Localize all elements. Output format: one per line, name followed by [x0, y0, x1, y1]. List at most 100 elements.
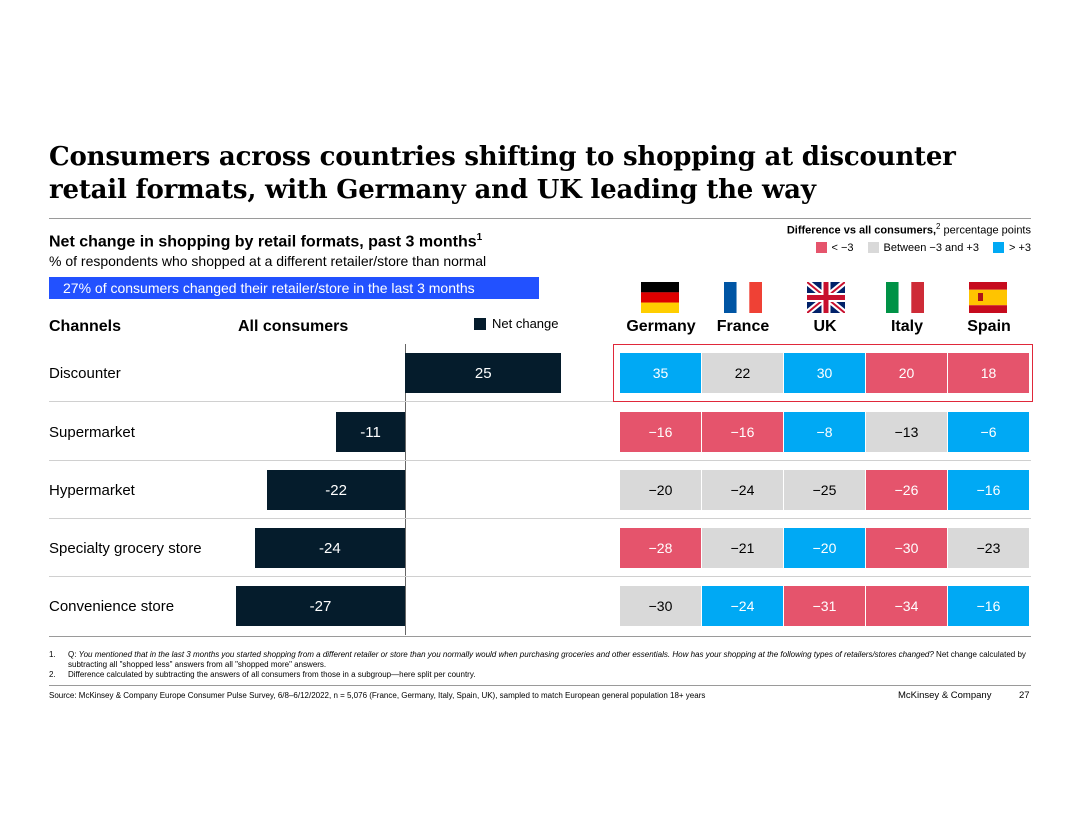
country-cell-spain: −16 [948, 470, 1029, 510]
spain-flag-icon [969, 282, 1007, 313]
country-cell-value: −34 [894, 598, 919, 614]
page-number: 27 [1019, 690, 1030, 701]
channel-label: Convenience store [49, 598, 175, 615]
country-cell-value: −30 [648, 598, 673, 614]
page-title: Consumers across countries shifting to s… [49, 141, 1049, 207]
germany-flag-icon [641, 282, 679, 313]
channel-label: Discounter [49, 365, 121, 382]
legend-label-1: Between −3 and +3 [883, 241, 979, 254]
net-change-value-label: -24 [319, 539, 341, 557]
zero-axis [405, 344, 406, 635]
country-cell-italy: −13 [866, 412, 947, 452]
country-cell-spain: −23 [948, 528, 1029, 568]
footnote-text: Difference calculated by subtracting the… [68, 670, 1031, 680]
all-consumers-header: All consumers [238, 318, 349, 335]
title-line-1: Consumers across countries shifting to s… [49, 142, 956, 172]
country-cell-value: −31 [812, 598, 837, 614]
country-cell-italy: −34 [866, 586, 947, 626]
net-change-bar: -27 [236, 586, 405, 626]
country-cell-spain: −16 [948, 586, 1029, 626]
footnote-number: 2. [49, 670, 56, 679]
row-separator [49, 576, 1031, 577]
country-cell-france: −24 [702, 470, 783, 510]
row-separator [49, 401, 1031, 402]
legend-item-1: Between −3 and +3 [867, 241, 979, 254]
legend-swatch-0 [815, 242, 827, 254]
country-header-france: France [716, 318, 770, 335]
legend-title-bold: Difference vs all consumers, [786, 224, 937, 237]
country-cell-germany: −28 [620, 528, 701, 568]
country-cell-value: −26 [894, 482, 919, 498]
net-change-value-label: -22 [325, 481, 347, 499]
legend-label-0: < −3 [831, 241, 854, 254]
legend-title-rest: percentage points [940, 224, 1031, 237]
channels-header: Channels [49, 318, 122, 335]
brand-name: McKinsey & Company [898, 690, 992, 701]
country-cell-value: −16 [976, 598, 1001, 614]
country-cell-spain: 18 [948, 353, 1029, 393]
chart-subtitle: Net change in shopping by retail formats… [49, 232, 482, 251]
uk-flag-icon [807, 282, 845, 313]
legend-footnote-mark: 2 [936, 222, 941, 231]
footnote-number: 1. [49, 650, 56, 659]
country-cell-uk: 30 [784, 353, 865, 393]
country-header-uk: UK [813, 318, 837, 335]
country-cell-value: −20 [648, 482, 673, 498]
footnote-1: 1. Q: You mentioned that in the last 3 mo… [49, 650, 1031, 670]
country-cell-value: −24 [730, 598, 755, 614]
country-cell-value: −8 [816, 424, 833, 440]
footnote-text: Q: You mentioned that in the last 3 mont… [68, 650, 1031, 670]
legend-label-2: > +3 [1008, 241, 1031, 254]
country-cell-value: −23 [976, 540, 1001, 556]
country-cell-spain: −6 [948, 412, 1029, 452]
country-header-italy: Italy [890, 318, 923, 335]
chart-subtitle-text: Net change in shopping by retail formats… [49, 233, 477, 251]
country-cell-value: 35 [652, 365, 669, 381]
legend-title: Difference vs all consumers,2 percentage… [781, 222, 1031, 237]
channel-label: Specialty grocery store [49, 540, 202, 557]
footnote-rest: Net change calculated by subtracting all… [68, 650, 1026, 669]
legend-swatch-1 [867, 242, 879, 254]
country-cell-value: −6 [980, 424, 997, 440]
country-cell-value: 22 [734, 365, 751, 381]
unit-label: % of respondents who shopped at a differ… [49, 253, 487, 269]
source-note: Source: McKinsey & Company Europe Consum… [49, 691, 706, 700]
net-change-value-label: -27 [309, 597, 332, 615]
net-change-value-label: -11 [360, 423, 381, 441]
country-cell-france: −24 [702, 586, 783, 626]
channel-label: Supermarket [49, 424, 135, 441]
footnote-q-label: Q: [68, 650, 79, 659]
country-cell-italy: −30 [866, 528, 947, 568]
country-cell-italy: −26 [866, 470, 947, 510]
country-cell-uk: −25 [784, 470, 865, 510]
country-cell-value: −16 [648, 424, 673, 440]
footnotes: 1. Q: You mentioned that in the last 3 mo… [49, 650, 1031, 680]
country-cell-value: −24 [730, 482, 755, 498]
country-cell-france: −21 [702, 528, 783, 568]
difference-legend: Difference vs all consumers,2 percentage… [781, 222, 1031, 254]
title-line-2: retail formats, with Germany and UK lead… [49, 175, 816, 205]
country-cell-value: −21 [730, 540, 755, 556]
country-cell-value: −28 [648, 540, 673, 556]
legend-swatch-2 [992, 242, 1004, 254]
net-change-bar: 25 [405, 353, 562, 393]
country-cell-value: −16 [730, 424, 755, 440]
country-cell-value: 20 [898, 365, 915, 381]
country-cell-value: −13 [894, 424, 919, 440]
country-cell-value: 30 [816, 365, 833, 381]
highlight-banner: 27% of consumers changed their retailer/… [49, 277, 539, 299]
country-cell-uk: −31 [784, 586, 865, 626]
country-header-spain: Spain [967, 318, 1011, 335]
country-cell-germany: −20 [620, 470, 701, 510]
country-cell-uk: −8 [784, 412, 865, 452]
italy-flag-icon [886, 282, 924, 313]
title-rule [49, 218, 1031, 219]
country-cell-value: −20 [812, 540, 837, 556]
net-change-bar: -24 [254, 528, 405, 568]
net-change-legend: Net change [474, 316, 559, 331]
france-flag-icon [724, 282, 762, 313]
channel-label: Hypermarket [49, 482, 135, 499]
country-cell-value: −25 [812, 482, 837, 498]
legend-item-2: > +3 [992, 241, 1031, 254]
country-cell-germany: −16 [620, 412, 701, 452]
